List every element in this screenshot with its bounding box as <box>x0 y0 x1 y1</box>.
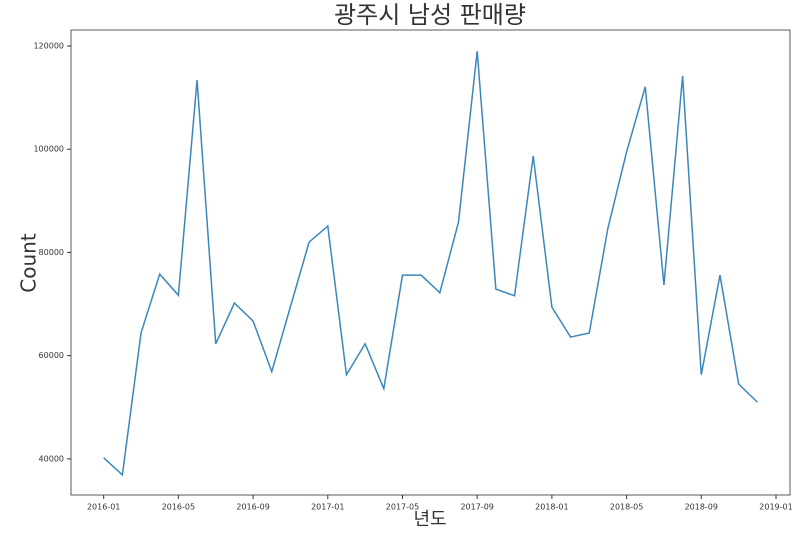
x-tick-label: 2018-05 <box>610 503 643 512</box>
x-tick-label: 2017-09 <box>460 503 493 512</box>
y-tick-label: 40000 <box>39 454 64 463</box>
x-tick-label: 2018-01 <box>535 503 568 512</box>
x-tick-label: 2016-09 <box>236 503 269 512</box>
x-axis-label: 년도 <box>413 509 446 530</box>
y-tick-label: 80000 <box>39 248 64 257</box>
x-tick-label: 2016-01 <box>87 503 120 512</box>
y-tick-label: 60000 <box>39 351 64 360</box>
x-tick-label: 2016-05 <box>162 503 195 512</box>
x-tick-label: 2019-01 <box>759 503 792 512</box>
x-tick-label: 2018-09 <box>685 503 718 512</box>
x-tick-label: 2017-01 <box>311 503 344 512</box>
data-line <box>103 51 758 477</box>
y-tick-label: 120000 <box>33 41 64 50</box>
plot-frame <box>70 29 791 496</box>
y-axis-label: Count <box>17 233 41 293</box>
x-tick-label: 2017-05 <box>386 503 419 512</box>
y-tick-label: 100000 <box>33 145 64 154</box>
chart-title: 광주시 남성 판매량 <box>334 1 526 29</box>
